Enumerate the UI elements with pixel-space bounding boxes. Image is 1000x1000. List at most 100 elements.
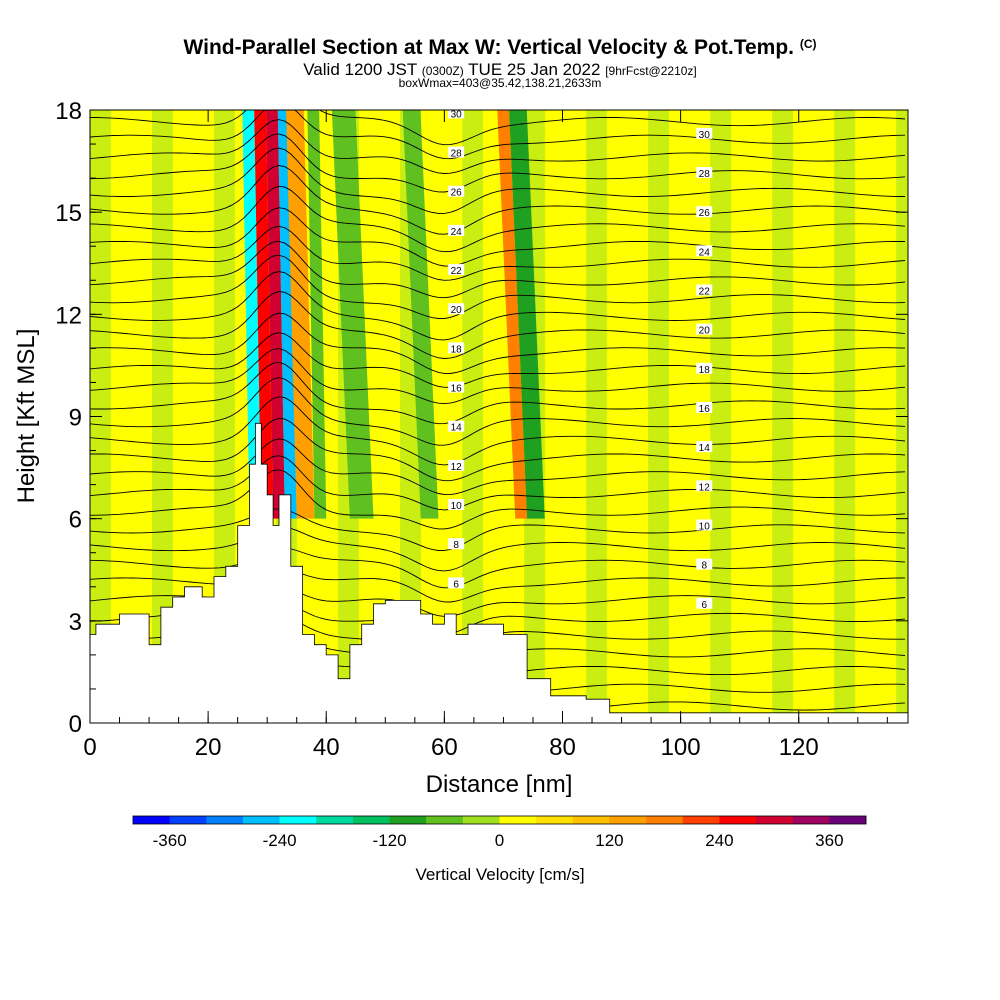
field-cell [152, 110, 174, 723]
contour-label-bg [448, 264, 465, 276]
velocity-band [277, 110, 297, 519]
contour-label: 6 [701, 600, 707, 611]
field-cell [627, 110, 649, 723]
contour-label: 28 [451, 149, 463, 160]
colorbar-swatch [206, 816, 244, 824]
chart-title: Wind-Parallel Section at Max W: Vertical… [183, 36, 817, 59]
theta-contour [90, 508, 906, 551]
x-tick-label: 100 [661, 734, 701, 761]
y-tick-label: 0 [69, 711, 82, 738]
contour-label-bg [448, 420, 465, 432]
velocity-band [307, 110, 327, 519]
contour-label: 8 [701, 561, 707, 572]
colorbar-swatch [242, 816, 280, 824]
contour-label-bg [696, 284, 713, 296]
theta-contour [90, 240, 906, 299]
colorbar-tick-label: -240 [263, 831, 297, 850]
contour-label: 24 [451, 227, 463, 238]
contour-label: 18 [699, 365, 711, 376]
colorbar-frame [132, 815, 867, 825]
contour-label: 6 [453, 579, 459, 590]
velocity-band [286, 110, 315, 519]
theta-contour [90, 693, 906, 723]
field-cell [441, 110, 463, 723]
box-info-subtitle: boxWmax=403@35.42,138.21,2633m [398, 76, 602, 90]
velocity-band [331, 110, 374, 519]
contour-label-bg [696, 362, 713, 374]
contour-label-bg [448, 146, 465, 158]
contour-label-bg [696, 558, 713, 570]
colorbar-swatch [609, 816, 647, 824]
contour-label-bg [448, 303, 465, 315]
theta-contour [90, 526, 906, 572]
colorbar-swatch [536, 816, 574, 824]
contour-label-bg [696, 323, 713, 335]
theta-contour [90, 652, 906, 696]
velocity-band [509, 110, 545, 519]
y-tick-label: 3 [69, 609, 82, 636]
colorbar-swatch [169, 816, 207, 824]
y-tick-label: 6 [69, 507, 82, 534]
contour-label: 26 [699, 208, 711, 219]
field-cell [875, 110, 897, 723]
colorbar-swatch [572, 816, 610, 824]
x-tick-label: 60 [431, 734, 458, 761]
contour-label: 22 [699, 286, 711, 297]
x-tick-label: 40 [313, 734, 340, 761]
colorbar-tick-label: 360 [815, 831, 843, 850]
y-tick-label: 15 [55, 200, 82, 227]
field-cell [193, 110, 215, 723]
field-cell [586, 110, 608, 723]
y-axis-label: Height [Kft MSL] [13, 329, 40, 504]
contour-label: 10 [699, 521, 711, 532]
valid-time-subtitle: Valid 1200 JST (0300Z) TUE 25 Jan 2022 [… [303, 60, 697, 79]
theta-contour [90, 396, 906, 466]
theta-contour [90, 254, 906, 319]
field-cell [565, 110, 587, 723]
colorbar-swatch [316, 816, 354, 824]
y-tick-label: 12 [55, 302, 82, 329]
contour-label-bg [696, 167, 713, 179]
contour-label-bg [696, 127, 713, 139]
field-cell [482, 110, 504, 723]
field-cell [854, 110, 877, 723]
field-cell [524, 110, 546, 723]
velocity-band [254, 110, 274, 519]
contour-label: 14 [699, 443, 711, 454]
field-cell [606, 110, 628, 723]
colorbar-tick-label: -360 [153, 831, 187, 850]
field-cell [462, 110, 484, 723]
velocity-band [266, 110, 285, 519]
contour-label-bg [448, 459, 465, 471]
contour-label-bg [448, 110, 465, 119]
field-cell [214, 110, 236, 723]
contour-label-bg [448, 577, 465, 589]
contour-label: 16 [699, 404, 711, 415]
contour-label: 30 [451, 109, 463, 120]
y-tick-label: 18 [55, 98, 82, 125]
field-cell [296, 110, 318, 723]
contour-label: 30 [699, 130, 711, 141]
field-cell [834, 110, 856, 723]
colorbar-swatch [389, 816, 427, 824]
field-cell [234, 110, 256, 723]
theta-contour [90, 110, 906, 160]
contour-label: 8 [453, 540, 459, 551]
colorbar-swatch [462, 816, 500, 824]
field-cell [172, 110, 194, 723]
field-cell [131, 110, 153, 723]
contour-label: 24 [699, 247, 711, 258]
x-tick-label: 120 [779, 734, 819, 761]
velocity-band [242, 110, 262, 519]
colorbar-label: Vertical Velocity [cm/s] [415, 865, 584, 884]
contour-label: 18 [451, 344, 463, 355]
x-tick-label: 0 [83, 734, 96, 761]
contour-label: 22 [451, 266, 463, 277]
theta-contour [90, 615, 905, 657]
theta-contour [90, 417, 906, 482]
colorbar-tick-label: 120 [595, 831, 623, 850]
contour-label-bg [448, 224, 465, 236]
contour-label-bg [696, 401, 713, 413]
contour-label: 12 [451, 462, 463, 473]
